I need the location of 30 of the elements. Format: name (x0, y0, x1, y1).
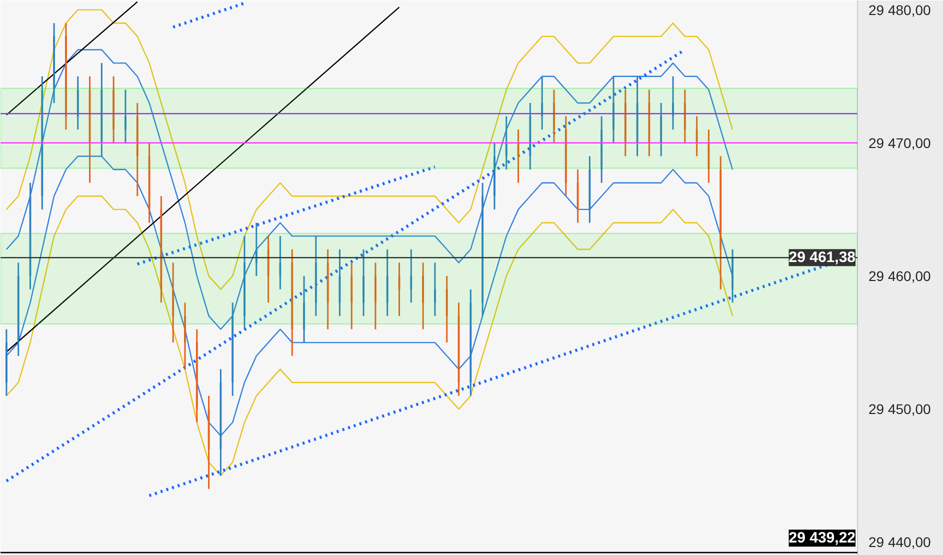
candlestick (553, 88, 555, 144)
candlestick (732, 248, 734, 304)
line-series (6, 49, 734, 330)
candlestick (184, 302, 186, 370)
candlestick (505, 116, 508, 170)
candlestick (124, 88, 126, 144)
candlestick (303, 275, 305, 344)
candlestick (612, 76, 614, 144)
y-tick-label: 29 450,00 (868, 401, 931, 418)
y-tick-label: 29 470,00 (868, 134, 931, 151)
candlestick (541, 76, 544, 130)
line-series (6, 9, 734, 290)
candlestick (434, 262, 436, 317)
candlestick (410, 248, 412, 304)
candlestick (6, 328, 8, 397)
candlestick (65, 22, 67, 130)
ref-line-label: 29 439,22 (788, 530, 856, 547)
candlestick (362, 248, 364, 317)
y-tick-label: 29 440,00 (868, 534, 931, 550)
candlestick (696, 116, 698, 157)
y-tick-label: 29 480,00 (868, 2, 931, 18)
line-series (6, 156, 734, 436)
y-tick-label: 29 460,00 (868, 268, 931, 284)
candlestick (494, 142, 496, 210)
candlestick (244, 235, 246, 330)
candlestick (672, 76, 674, 130)
candlestick (255, 222, 258, 277)
line-series (6, 196, 734, 476)
candlestick (422, 262, 424, 330)
ref-line-label: 29 461,38 (788, 249, 856, 266)
